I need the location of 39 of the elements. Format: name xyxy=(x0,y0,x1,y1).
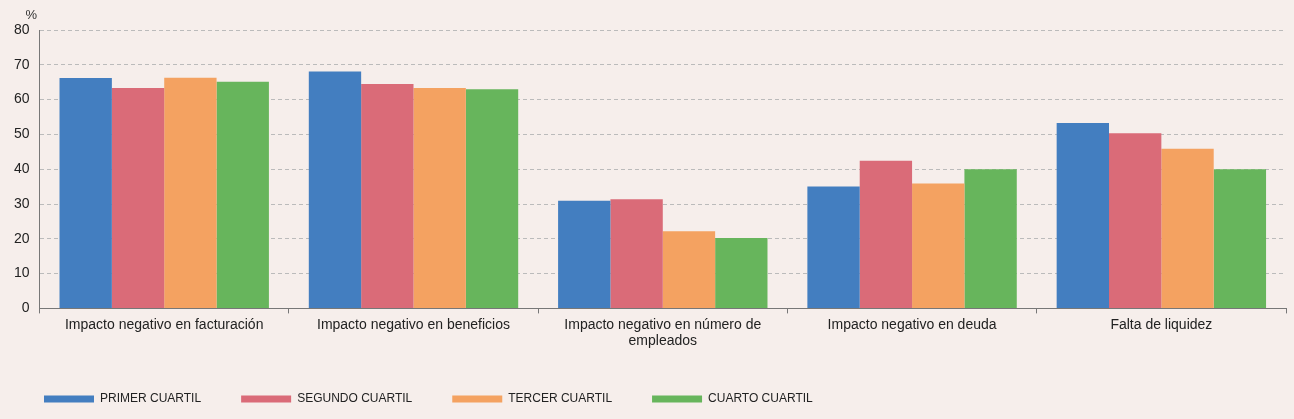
y-axis-title: % xyxy=(25,7,38,23)
legend-label: TERCER CUARTIL xyxy=(508,391,613,406)
y-tick-label: 10 xyxy=(13,264,30,281)
bar xyxy=(662,231,716,308)
bar xyxy=(465,89,519,308)
y-tick-label: 80 xyxy=(13,20,30,37)
y-tick-label: 50 xyxy=(13,125,30,142)
bar xyxy=(164,77,217,308)
y-tick-label: 60 xyxy=(13,90,30,107)
y-tick-label: 70 xyxy=(13,55,30,72)
bar xyxy=(610,199,663,308)
bar xyxy=(1109,133,1162,308)
bar xyxy=(413,88,466,308)
bar xyxy=(59,78,112,308)
bar xyxy=(361,83,414,308)
y-tick-label: 40 xyxy=(13,160,30,177)
bar xyxy=(715,238,768,308)
bar xyxy=(308,71,362,308)
legend-label: CUARTO CUARTIL xyxy=(708,391,814,406)
bar xyxy=(1161,148,1214,308)
bar xyxy=(807,186,860,308)
y-tick-label: 20 xyxy=(13,229,30,246)
x-tick-label: Falta de liquidez xyxy=(1110,315,1213,332)
bar xyxy=(216,81,269,308)
bar xyxy=(558,200,611,308)
x-tick-label: Impacto negativo en beneficios xyxy=(316,315,511,332)
bar xyxy=(111,88,165,308)
bar xyxy=(859,160,913,308)
legend-label: PRIMER CUARTIL xyxy=(100,391,202,406)
x-tick-label: Impacto negativo en número de empleados xyxy=(564,315,762,349)
x-tick-label: Impacto negativo en deuda xyxy=(827,315,997,332)
y-tick-label: 30 xyxy=(13,194,30,211)
bar xyxy=(912,183,965,308)
y-tick-label: 0 xyxy=(21,299,30,316)
bar xyxy=(1213,169,1267,308)
bar xyxy=(964,169,1017,308)
bar xyxy=(1056,122,1110,308)
legend-label: SEGUNDO CUARTIL xyxy=(297,391,413,406)
x-tick-label: Impacto negativo en facturación xyxy=(64,315,264,332)
